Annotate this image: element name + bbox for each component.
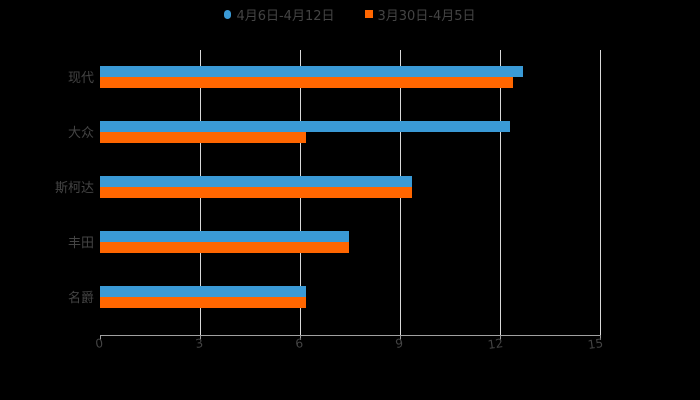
- legend-item-series-1[interactable]: 4月6日-4月12日: [224, 4, 335, 24]
- x-tick-label: 6: [294, 336, 304, 351]
- category-label: 现代: [67, 71, 94, 86]
- legend-label-series-2: 3月30日-4月5日: [377, 8, 476, 24]
- x-tick: [100, 335, 101, 340]
- bar-series-2[interactable]: [100, 187, 412, 198]
- x-tick: [400, 335, 401, 340]
- chart-legend: 4月6日-4月12日 3月30日-4月5日: [0, 4, 700, 24]
- bar-series-1[interactable]: [100, 231, 350, 242]
- category-label: 斯柯达: [54, 181, 94, 196]
- bar-series-1[interactable]: [100, 121, 510, 132]
- bar-series-2[interactable]: [100, 242, 350, 253]
- legend-item-series-2[interactable]: 3月30日-4月5日: [364, 4, 476, 24]
- category-label: 丰田: [67, 236, 94, 251]
- gridline: [600, 50, 601, 335]
- x-tick: [500, 335, 501, 340]
- x-tick-label: 9: [394, 336, 404, 351]
- x-tick-label: 0: [94, 336, 104, 351]
- bar-series-1[interactable]: [100, 66, 524, 77]
- bar-series-2[interactable]: [100, 132, 306, 143]
- x-tick: [600, 335, 601, 340]
- bar-series-1[interactable]: [100, 286, 306, 297]
- category-label: 大众: [67, 126, 94, 141]
- x-axis-line: [100, 335, 600, 336]
- bar-series-2[interactable]: [100, 77, 514, 88]
- category-label: 名爵: [67, 291, 94, 306]
- legend-label-series-1: 4月6日-4月12日: [236, 8, 335, 24]
- x-tick-label: 12: [486, 336, 504, 352]
- x-tick-label: 15: [586, 336, 604, 352]
- bar-series-1[interactable]: [100, 176, 412, 187]
- x-tick: [200, 335, 201, 340]
- series-1-swatch-icon: [224, 9, 232, 19]
- gridline: [500, 50, 501, 335]
- x-tick-label: 3: [194, 336, 204, 351]
- x-tick: [300, 335, 301, 340]
- series-2-swatch-icon: [364, 10, 373, 18]
- bar-series-2[interactable]: [100, 297, 306, 308]
